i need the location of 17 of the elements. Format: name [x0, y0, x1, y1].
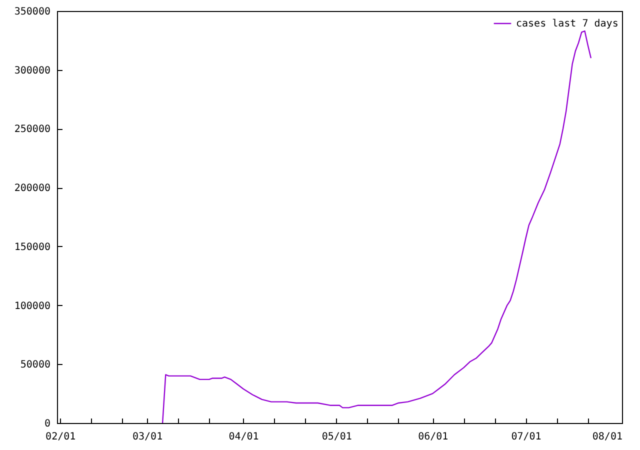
x-tick-label: 02/01: [46, 432, 76, 442]
y-tick-label: 0: [44, 418, 50, 430]
line-series: [162, 30, 592, 423]
x-tick-label: 06/01: [418, 432, 448, 442]
x-tick-label: 08/01: [592, 432, 622, 442]
y-tick-label: 100000: [14, 300, 50, 312]
y-tick-label: 50000: [20, 360, 50, 371]
y-tick-label: 150000: [14, 242, 50, 253]
y-tick-label: 300000: [14, 65, 50, 76]
y-tick-label: 200000: [14, 183, 50, 194]
y-tick-label: 350000: [14, 6, 50, 18]
x-tick-label: 05/01: [322, 432, 352, 442]
legend-label: cases last 7 days: [516, 18, 618, 30]
x-tick-label: 04/01: [228, 432, 259, 442]
x-tick-label: 07/01: [511, 432, 542, 442]
y-tick-label: 250000: [14, 124, 50, 136]
x-tick-label: 03/01: [132, 432, 163, 442]
